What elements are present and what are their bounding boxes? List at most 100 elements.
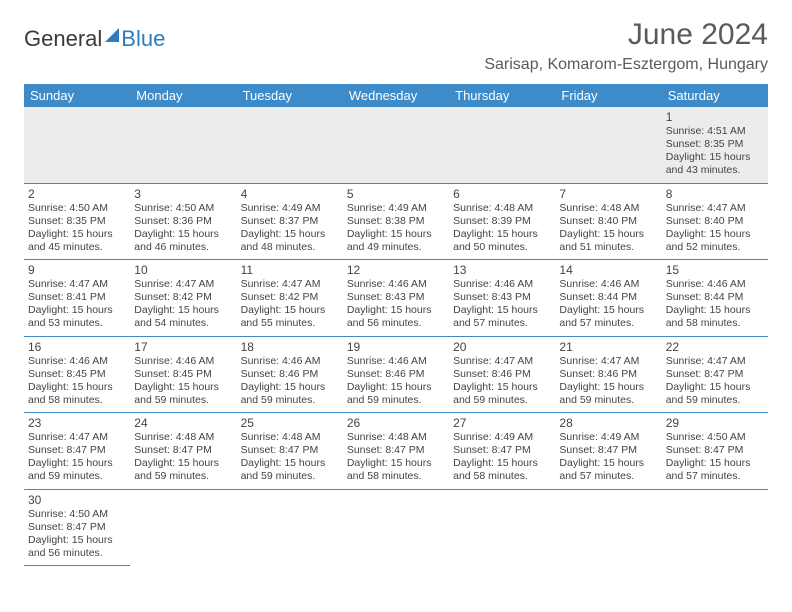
day-number: 19 <box>347 340 445 354</box>
day-info: Sunrise: 4:47 AMSunset: 8:47 PMDaylight:… <box>28 431 126 484</box>
day-number: 24 <box>134 416 232 430</box>
day-info: Sunrise: 4:50 AMSunset: 8:35 PMDaylight:… <box>28 202 126 255</box>
calendar-day-cell: 27Sunrise: 4:49 AMSunset: 8:47 PMDayligh… <box>449 413 555 490</box>
calendar-day-cell <box>449 107 555 183</box>
day-number: 21 <box>559 340 657 354</box>
day-info: Sunrise: 4:50 AMSunset: 8:47 PMDaylight:… <box>666 431 764 484</box>
calendar-day-cell: 7Sunrise: 4:48 AMSunset: 8:40 PMDaylight… <box>555 183 661 260</box>
day-info: Sunrise: 4:46 AMSunset: 8:44 PMDaylight:… <box>666 278 764 331</box>
calendar-day-cell: 2Sunrise: 4:50 AMSunset: 8:35 PMDaylight… <box>24 183 130 260</box>
calendar-day-cell: 19Sunrise: 4:46 AMSunset: 8:46 PMDayligh… <box>343 336 449 413</box>
day-info: Sunrise: 4:48 AMSunset: 8:39 PMDaylight:… <box>453 202 551 255</box>
calendar-day-cell: 18Sunrise: 4:46 AMSunset: 8:46 PMDayligh… <box>237 336 343 413</box>
day-number: 6 <box>453 187 551 201</box>
calendar-day-cell: 4Sunrise: 4:49 AMSunset: 8:37 PMDaylight… <box>237 183 343 260</box>
calendar-day-cell: 11Sunrise: 4:47 AMSunset: 8:42 PMDayligh… <box>237 260 343 337</box>
logo-text-general: General <box>24 26 102 52</box>
day-number: 26 <box>347 416 445 430</box>
day-number: 4 <box>241 187 339 201</box>
day-number: 2 <box>28 187 126 201</box>
day-info: Sunrise: 4:49 AMSunset: 8:38 PMDaylight:… <box>347 202 445 255</box>
calendar-day-cell <box>24 107 130 183</box>
header: General Blue June 2024 Sarisap, Komarom-… <box>24 18 768 74</box>
calendar-week-row: 23Sunrise: 4:47 AMSunset: 8:47 PMDayligh… <box>24 413 768 490</box>
calendar-week-row: 9Sunrise: 4:47 AMSunset: 8:41 PMDaylight… <box>24 260 768 337</box>
day-number: 23 <box>28 416 126 430</box>
calendar-day-cell: 10Sunrise: 4:47 AMSunset: 8:42 PMDayligh… <box>130 260 236 337</box>
day-info: Sunrise: 4:48 AMSunset: 8:47 PMDaylight:… <box>134 431 232 484</box>
calendar-day-cell: 8Sunrise: 4:47 AMSunset: 8:40 PMDaylight… <box>662 183 768 260</box>
calendar-day-cell: 14Sunrise: 4:46 AMSunset: 8:44 PMDayligh… <box>555 260 661 337</box>
logo-triangle-icon <box>105 28 119 42</box>
day-info: Sunrise: 4:48 AMSunset: 8:40 PMDaylight:… <box>559 202 657 255</box>
day-number: 20 <box>453 340 551 354</box>
day-info: Sunrise: 4:49 AMSunset: 8:37 PMDaylight:… <box>241 202 339 255</box>
calendar-day-cell: 12Sunrise: 4:46 AMSunset: 8:43 PMDayligh… <box>343 260 449 337</box>
calendar-week-row: 1Sunrise: 4:51 AMSunset: 8:35 PMDaylight… <box>24 107 768 183</box>
logo: General Blue <box>24 26 165 52</box>
calendar-day-cell <box>130 107 236 183</box>
calendar-day-cell: 13Sunrise: 4:46 AMSunset: 8:43 PMDayligh… <box>449 260 555 337</box>
day-number: 15 <box>666 263 764 277</box>
day-number: 8 <box>666 187 764 201</box>
day-info: Sunrise: 4:46 AMSunset: 8:45 PMDaylight:… <box>134 355 232 408</box>
day-info: Sunrise: 4:46 AMSunset: 8:44 PMDaylight:… <box>559 278 657 331</box>
day-info: Sunrise: 4:47 AMSunset: 8:47 PMDaylight:… <box>666 355 764 408</box>
calendar-day-cell: 15Sunrise: 4:46 AMSunset: 8:44 PMDayligh… <box>662 260 768 337</box>
weekday-header: Thursday <box>449 84 555 107</box>
day-info: Sunrise: 4:51 AMSunset: 8:35 PMDaylight:… <box>666 125 764 178</box>
calendar-week-row: 16Sunrise: 4:46 AMSunset: 8:45 PMDayligh… <box>24 336 768 413</box>
day-info: Sunrise: 4:46 AMSunset: 8:43 PMDaylight:… <box>453 278 551 331</box>
calendar-day-cell <box>662 489 768 566</box>
weekday-header: Saturday <box>662 84 768 107</box>
weekday-header: Tuesday <box>237 84 343 107</box>
calendar-day-cell <box>555 107 661 183</box>
weekday-header: Monday <box>130 84 236 107</box>
day-number: 25 <box>241 416 339 430</box>
day-info: Sunrise: 4:47 AMSunset: 8:46 PMDaylight:… <box>453 355 551 408</box>
logo-text-blue: Blue <box>121 26 165 52</box>
day-number: 7 <box>559 187 657 201</box>
day-info: Sunrise: 4:46 AMSunset: 8:45 PMDaylight:… <box>28 355 126 408</box>
day-info: Sunrise: 4:46 AMSunset: 8:46 PMDaylight:… <box>241 355 339 408</box>
day-number: 17 <box>134 340 232 354</box>
calendar-day-cell: 30Sunrise: 4:50 AMSunset: 8:47 PMDayligh… <box>24 489 130 566</box>
weekday-header: Wednesday <box>343 84 449 107</box>
day-info: Sunrise: 4:47 AMSunset: 8:40 PMDaylight:… <box>666 202 764 255</box>
day-number: 28 <box>559 416 657 430</box>
calendar-day-cell: 25Sunrise: 4:48 AMSunset: 8:47 PMDayligh… <box>237 413 343 490</box>
month-title: June 2024 <box>484 18 768 52</box>
day-info: Sunrise: 4:49 AMSunset: 8:47 PMDaylight:… <box>559 431 657 484</box>
day-number: 27 <box>453 416 551 430</box>
day-number: 30 <box>28 493 126 507</box>
calendar-day-cell: 6Sunrise: 4:48 AMSunset: 8:39 PMDaylight… <box>449 183 555 260</box>
day-info: Sunrise: 4:50 AMSunset: 8:47 PMDaylight:… <box>28 508 126 561</box>
calendar-day-cell: 21Sunrise: 4:47 AMSunset: 8:46 PMDayligh… <box>555 336 661 413</box>
day-info: Sunrise: 4:47 AMSunset: 8:46 PMDaylight:… <box>559 355 657 408</box>
day-number: 1 <box>666 110 764 124</box>
calendar-day-cell <box>449 489 555 566</box>
day-info: Sunrise: 4:48 AMSunset: 8:47 PMDaylight:… <box>241 431 339 484</box>
calendar-day-cell <box>237 107 343 183</box>
calendar-day-cell: 3Sunrise: 4:50 AMSunset: 8:36 PMDaylight… <box>130 183 236 260</box>
calendar-day-cell: 16Sunrise: 4:46 AMSunset: 8:45 PMDayligh… <box>24 336 130 413</box>
calendar-day-cell: 29Sunrise: 4:50 AMSunset: 8:47 PMDayligh… <box>662 413 768 490</box>
calendar-day-cell <box>343 489 449 566</box>
calendar-day-cell <box>343 107 449 183</box>
calendar-day-cell <box>555 489 661 566</box>
day-number: 11 <box>241 263 339 277</box>
calendar-day-cell: 9Sunrise: 4:47 AMSunset: 8:41 PMDaylight… <box>24 260 130 337</box>
calendar-day-cell: 24Sunrise: 4:48 AMSunset: 8:47 PMDayligh… <box>130 413 236 490</box>
calendar-week-row: 2Sunrise: 4:50 AMSunset: 8:35 PMDaylight… <box>24 183 768 260</box>
calendar-day-cell: 28Sunrise: 4:49 AMSunset: 8:47 PMDayligh… <box>555 413 661 490</box>
day-number: 13 <box>453 263 551 277</box>
day-info: Sunrise: 4:46 AMSunset: 8:43 PMDaylight:… <box>347 278 445 331</box>
weekday-header: Sunday <box>24 84 130 107</box>
weekday-header-row: Sunday Monday Tuesday Wednesday Thursday… <box>24 84 768 107</box>
day-number: 22 <box>666 340 764 354</box>
title-block: June 2024 Sarisap, Komarom-Esztergom, Hu… <box>484 18 768 74</box>
day-info: Sunrise: 4:50 AMSunset: 8:36 PMDaylight:… <box>134 202 232 255</box>
day-number: 18 <box>241 340 339 354</box>
calendar-day-cell: 1Sunrise: 4:51 AMSunset: 8:35 PMDaylight… <box>662 107 768 183</box>
day-info: Sunrise: 4:47 AMSunset: 8:42 PMDaylight:… <box>241 278 339 331</box>
